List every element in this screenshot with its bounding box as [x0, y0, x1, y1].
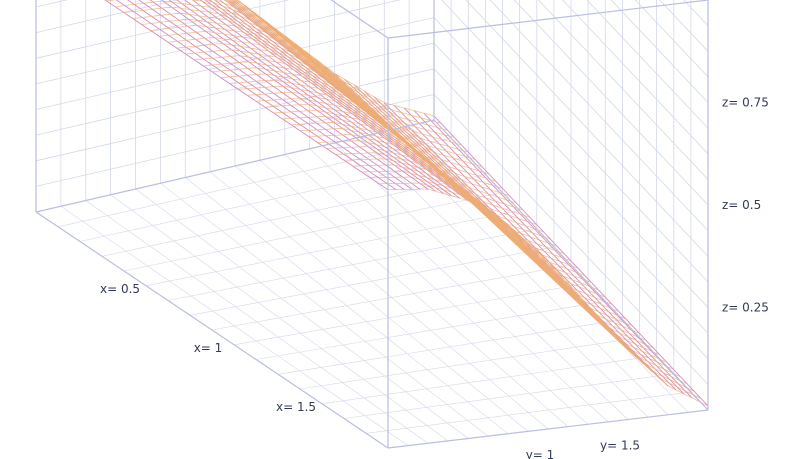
grid-line	[259, 160, 569, 427]
y-tick-label: y= 1	[526, 448, 555, 459]
surface-line	[387, 188, 709, 407]
y-tick-label: y= 0.5	[440, 458, 480, 459]
box-edge	[433, 119, 709, 411]
surface-line	[229, 0, 455, 139]
grid-line	[365, 391, 691, 434]
grid-line	[359, 137, 649, 418]
grid-line	[233, 282, 589, 346]
box-edge	[35, 119, 435, 213]
back-walls	[35, 0, 709, 449]
grid-line	[334, 142, 629, 420]
box-edge	[387, 409, 709, 449]
surface-line	[194, 55, 558, 247]
x-tick-label: x= 1.5	[276, 400, 316, 414]
surface-line	[214, 0, 476, 160]
surface-line	[231, 0, 448, 131]
surface-line	[226, 0, 462, 146]
grid-line	[634, 0, 709, 78]
x-tick-label: x= 0.5	[100, 282, 140, 296]
grid-line	[586, 0, 709, 129]
box-edge	[35, 211, 389, 449]
surface-line	[234, 0, 441, 124]
grid-line	[299, 337, 640, 390]
surface-line	[132, 13, 510, 197]
surface-line	[159, 31, 531, 218]
x-tick-label: x= 1	[194, 341, 223, 355]
surface-line	[106, 0, 489, 175]
grid-line	[343, 373, 674, 419]
grid-line	[610, 0, 709, 103]
surface-line	[247, 91, 599, 291]
grid-line	[234, 165, 549, 430]
bounding-box	[35, 0, 709, 449]
grid-line	[309, 148, 609, 423]
axis-tick-labels: x= 1.5 x= 1 x= 0.5 y= 1.5 y= 1 y= 0.5 z= 0.75 z…	[100, 96, 769, 459]
grid-line	[658, 0, 709, 52]
surface-line	[237, 0, 435, 117]
surface-line	[167, 37, 537, 226]
z-tick-label: z= 0.25	[722, 301, 769, 315]
grid-line	[284, 154, 589, 425]
z-tick-label: z= 0.75	[722, 96, 769, 110]
surface-line	[123, 7, 503, 189]
grid-line	[513, 0, 709, 206]
box-edge	[387, 0, 709, 39]
surface-mesh	[104, 0, 709, 407]
surface-line	[115, 0, 496, 182]
grid-line	[321, 355, 657, 405]
grid-line	[562, 0, 709, 155]
surface-line	[150, 25, 524, 211]
z-tick-label: z= 0.5	[722, 198, 761, 212]
surface-line	[206, 0, 483, 168]
surface-line	[141, 19, 517, 204]
surface-line	[104, 0, 389, 191]
grid-line	[35, 0, 179, 33]
y-tick-label: y= 1.5	[600, 439, 640, 453]
grid-line	[537, 0, 709, 180]
grid-line	[255, 301, 606, 360]
surface-line	[223, 0, 469, 153]
grid-line	[277, 319, 623, 375]
